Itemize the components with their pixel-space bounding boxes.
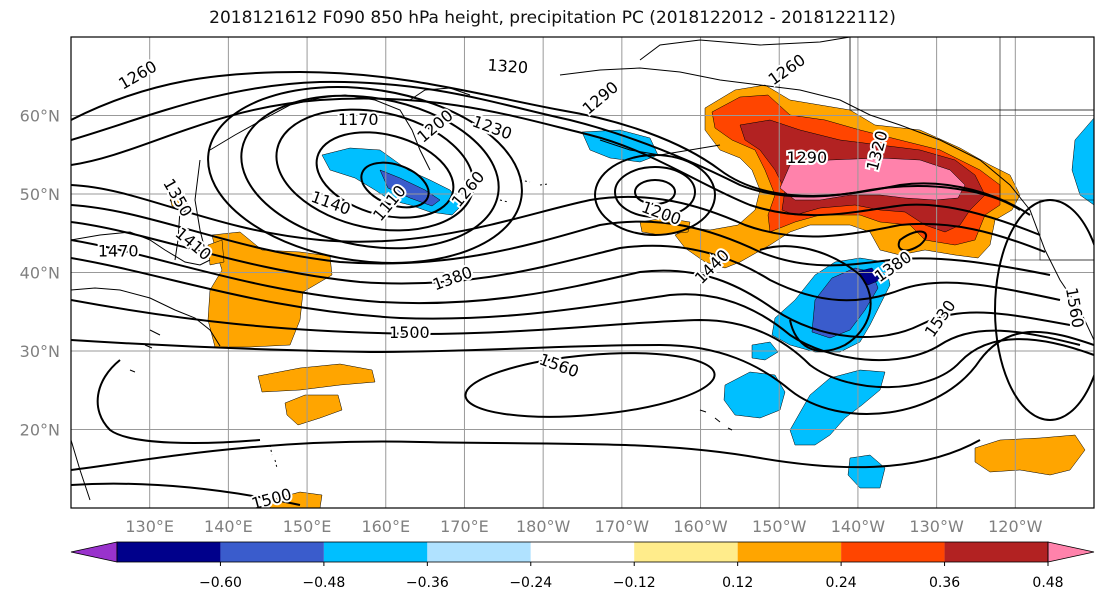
lat-tick-label: 50°N	[20, 185, 60, 204]
shade-positive-korea	[207, 239, 225, 266]
map-gridlines	[71, 37, 1094, 508]
contour-1560	[464, 352, 716, 418]
contour-label-text: 1470	[98, 241, 139, 260]
colorbar-swatch	[944, 542, 1048, 562]
colorbar-swatch	[737, 542, 842, 562]
colorbar-tick-label: −0.24	[509, 575, 552, 591]
contour-1110	[360, 161, 430, 209]
colorbar-tick-label: 0.48	[1032, 575, 1063, 591]
colorbar-swatch	[117, 542, 221, 562]
contour-1350	[71, 184, 1046, 253]
lon-tick-label: 130°E	[125, 517, 174, 536]
contour-1530-west	[96, 359, 261, 444]
contour-1290	[71, 80, 1031, 216]
colorbar	[70, 541, 1095, 563]
colorbar-swatch	[323, 542, 428, 562]
colorbar-swatch	[841, 542, 945, 562]
contour-label-text: 1290	[786, 148, 827, 167]
lat-tick-label: 20°N	[20, 421, 60, 440]
lon-tick-label: 170°E	[440, 517, 489, 536]
lat-tick-label: 30°N	[20, 342, 60, 361]
colorbar-extend-high	[1047, 541, 1095, 563]
lon-tick-label: 150°W	[752, 517, 807, 536]
contour-1530-south	[71, 439, 981, 471]
contour-1320	[71, 97, 1041, 236]
contour-label-text: 1320	[487, 55, 529, 77]
contour-label: 1290	[784, 146, 829, 169]
lat-tick-label: 60°N	[20, 107, 60, 126]
shade-pink-alaska	[779, 157, 966, 201]
lon-tick-label: 120°W	[988, 517, 1043, 536]
contour-aleut-1	[634, 179, 676, 205]
lon-tick-label: 130°W	[909, 517, 964, 536]
shade-negative-east-5	[847, 454, 886, 489]
lat-tick-label: 40°N	[20, 264, 60, 283]
colorbar-tick-label: 0.36	[929, 575, 960, 591]
lon-tick-label: 160°W	[673, 517, 728, 536]
contour-label-text: 1500	[389, 323, 430, 342]
lon-tick-label: 150°E	[283, 517, 332, 536]
contour-1380	[71, 204, 1051, 276]
colorbar-swatch	[634, 542, 738, 562]
colorbar-extend-low	[70, 541, 118, 563]
contour-1500-south	[71, 482, 301, 506]
shade-positive-sakhalin	[169, 197, 189, 209]
shade-positive-south-3	[269, 491, 323, 508]
contour-1470	[71, 257, 1081, 361]
lon-tick-label: 170°W	[595, 517, 650, 536]
contour-1410	[71, 221, 1061, 302]
longitude-labels: 130°E 140°E 150°E 160°E 170°E 180°W 170°W 160°W…	[125, 517, 1042, 536]
colorbar-labels: −0.60 −0.48 −0.36 −0.24 −0.12 0.12 0.24 0.36 0.4…	[199, 562, 1064, 591]
contour-label-text: 1170	[338, 110, 379, 129]
contour-label: 1470	[96, 239, 141, 262]
shade-positive-california	[974, 434, 1086, 476]
contour-1230	[207, 86, 523, 264]
contour-label: 1320	[485, 53, 531, 79]
lon-tick-label: 140°W	[831, 517, 886, 536]
lon-tick-label: 140°E	[204, 517, 253, 536]
colorbar-swatch	[220, 542, 324, 562]
plot-frame	[70, 36, 1095, 509]
colorbar-tick-label: −0.60	[199, 575, 242, 591]
contour-1380-loop	[759, 245, 872, 352]
contour-1380-east	[897, 230, 928, 252]
shade-negative-east-2	[723, 371, 786, 419]
map-title: 2018121612 F090 850 hPa height, precipit…	[209, 8, 896, 28]
shade-negative-east-3	[789, 369, 886, 446]
colorbar-tick-label: −0.48	[302, 575, 345, 591]
contour-1440	[71, 239, 1071, 338]
colorbar-tick-label: −0.36	[406, 575, 449, 591]
shade-negative-okhotsk-dark	[379, 169, 441, 207]
shade-positive-south-2	[284, 394, 343, 426]
contour-1170	[275, 108, 475, 232]
colorbar-tick-label: −0.12	[613, 575, 656, 591]
contour-1500	[71, 299, 1094, 389]
contour-1530	[71, 330, 1094, 415]
contour-aleut-3	[594, 154, 716, 236]
colorbar-swatch	[530, 542, 635, 562]
colorbar-frame	[116, 541, 1049, 563]
colorbar-tick-label: 0.12	[722, 575, 753, 591]
contour-aleut-2	[614, 166, 696, 218]
contour-label: 1500	[387, 321, 432, 344]
contour-label: 1170	[336, 108, 381, 131]
contour-1140	[315, 131, 455, 219]
colorbar-swatch	[427, 542, 531, 562]
height-contours	[71, 70, 1094, 506]
colorbar-tick-label: 0.24	[826, 575, 857, 591]
shade-positive-south-1	[257, 363, 376, 393]
latitude-labels: 60°N 50°N 40°N 30°N 20°N	[20, 107, 60, 440]
contour-1560-east	[994, 199, 1094, 421]
lon-tick-label: 180°W	[516, 517, 571, 536]
lon-tick-label: 160°E	[361, 517, 410, 536]
